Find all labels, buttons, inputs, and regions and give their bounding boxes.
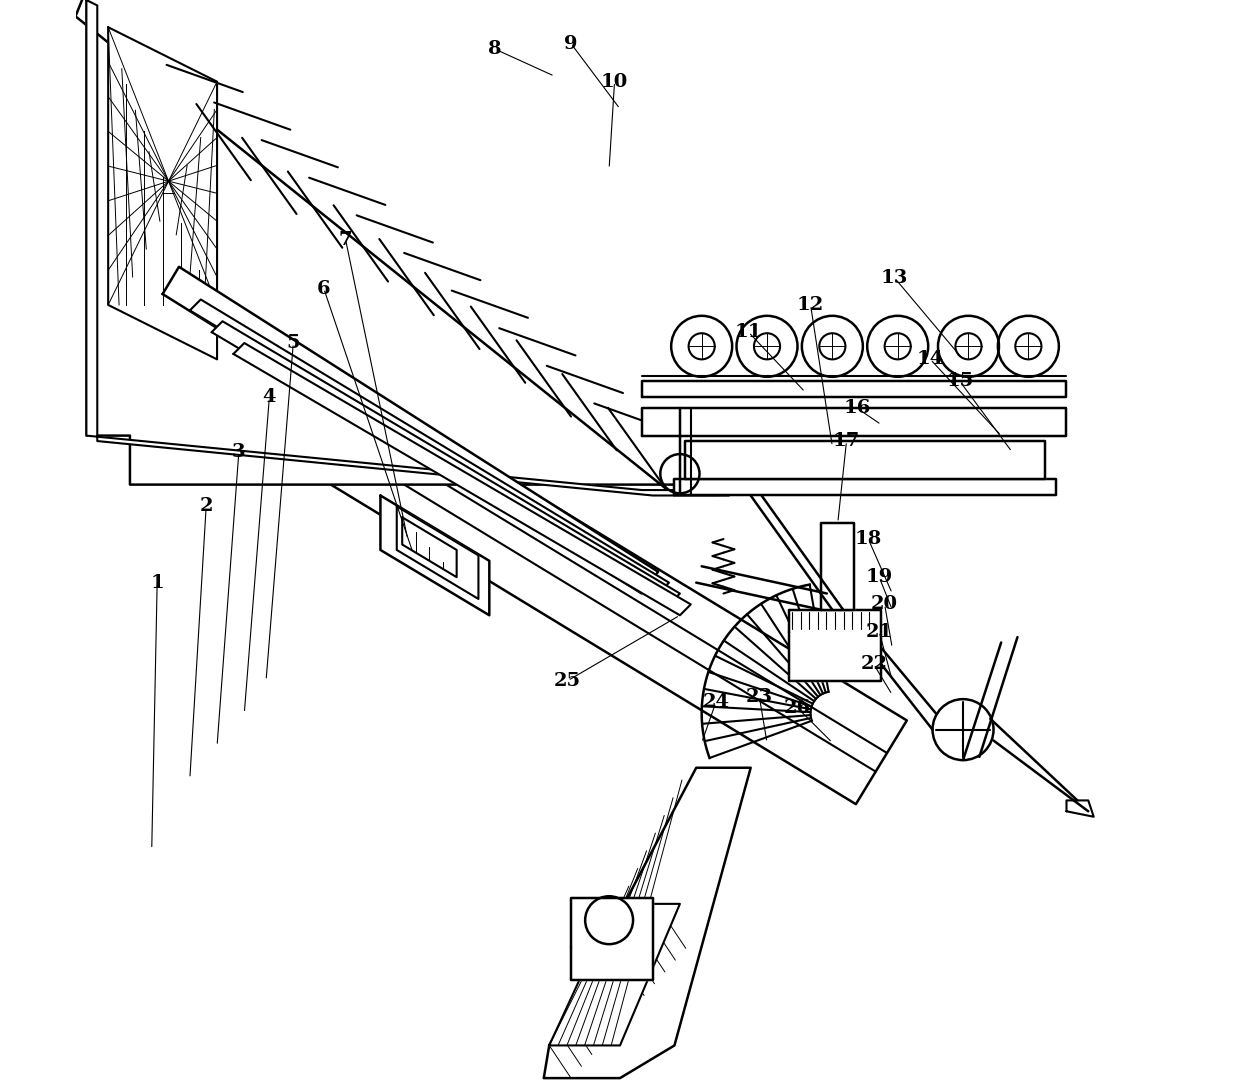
Text: 9: 9	[564, 35, 578, 52]
Text: 1: 1	[150, 574, 164, 591]
Text: 20: 20	[872, 596, 898, 613]
Text: 22: 22	[861, 656, 888, 673]
Polygon shape	[212, 321, 680, 604]
Polygon shape	[76, 0, 729, 495]
Text: 8: 8	[489, 40, 501, 58]
Polygon shape	[570, 898, 652, 980]
Polygon shape	[642, 381, 1066, 397]
Text: 15: 15	[946, 372, 973, 390]
Polygon shape	[544, 768, 750, 1078]
Text: 5: 5	[286, 334, 300, 352]
Polygon shape	[233, 343, 691, 615]
Polygon shape	[397, 506, 479, 599]
Polygon shape	[87, 0, 718, 495]
Polygon shape	[686, 441, 1045, 479]
Text: 21: 21	[866, 623, 893, 640]
Text: 13: 13	[880, 269, 908, 286]
Text: 11: 11	[735, 323, 763, 341]
Polygon shape	[162, 267, 658, 594]
Text: 26: 26	[784, 699, 811, 717]
Text: 24: 24	[702, 694, 729, 711]
Polygon shape	[549, 904, 680, 1045]
Text: 10: 10	[601, 73, 629, 90]
Text: 23: 23	[745, 688, 773, 706]
Text: 4: 4	[263, 389, 277, 406]
Polygon shape	[190, 299, 670, 594]
Polygon shape	[821, 523, 854, 610]
Polygon shape	[108, 27, 217, 359]
Text: 16: 16	[843, 400, 870, 417]
Text: 18: 18	[854, 530, 882, 548]
Text: 6: 6	[317, 280, 331, 297]
Polygon shape	[642, 408, 1066, 436]
Text: 19: 19	[866, 568, 893, 586]
Text: 12: 12	[797, 296, 825, 314]
Text: 17: 17	[833, 432, 861, 450]
Polygon shape	[789, 610, 882, 681]
Polygon shape	[104, 264, 906, 804]
Polygon shape	[381, 495, 490, 615]
Text: 14: 14	[916, 351, 944, 368]
Polygon shape	[675, 479, 1055, 495]
Text: 2: 2	[200, 498, 213, 515]
Text: 7: 7	[339, 231, 352, 248]
Text: 25: 25	[554, 672, 582, 689]
Text: 3: 3	[232, 443, 246, 461]
